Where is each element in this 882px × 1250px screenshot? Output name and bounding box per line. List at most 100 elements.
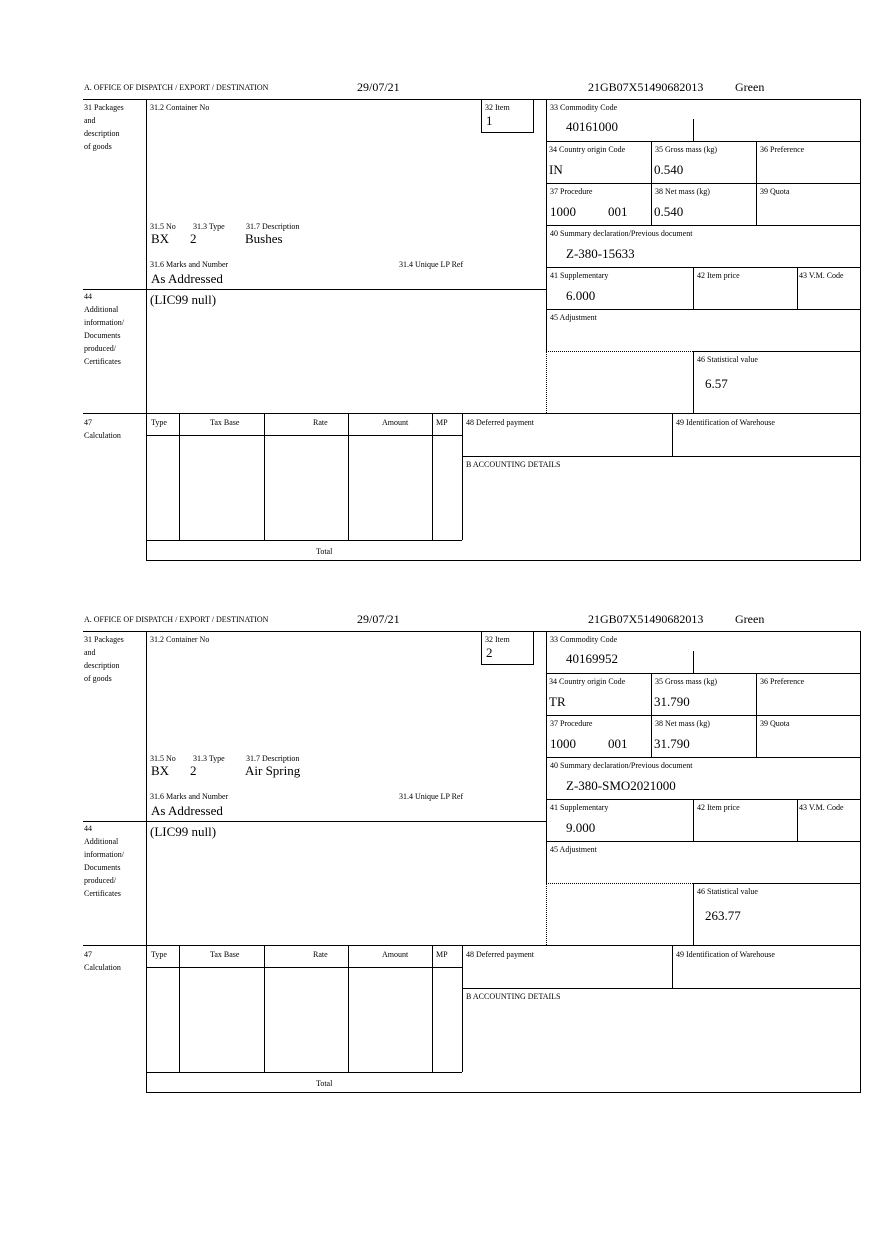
date: 29/07/21 bbox=[357, 80, 400, 94]
description-label: 31.7 Description bbox=[246, 222, 300, 231]
form-rule bbox=[693, 651, 694, 673]
item-price-label: 42 Item price bbox=[697, 803, 740, 812]
packages-label: description bbox=[84, 129, 120, 138]
total-label: Total bbox=[316, 1079, 333, 1088]
net-mass-label: 38 Net mass (kg) bbox=[655, 187, 710, 196]
unique-lp-label: 31.4 Unique LP Ref bbox=[399, 792, 464, 801]
form-rule bbox=[146, 435, 462, 436]
additional-info-label: Certificates bbox=[84, 889, 121, 898]
form-rule bbox=[693, 883, 860, 884]
form-rule bbox=[693, 799, 694, 841]
route-status: Green bbox=[735, 612, 765, 626]
additional-info-value: (LIC99 null) bbox=[150, 824, 217, 839]
form-rule bbox=[756, 673, 757, 757]
item-price-label: 42 Item price bbox=[697, 271, 740, 280]
form-rule bbox=[146, 1072, 462, 1073]
form-rule bbox=[146, 560, 861, 561]
procedure-code: 1000 bbox=[550, 204, 576, 219]
marks-value: As Addressed bbox=[151, 271, 223, 286]
declaration-reference: 21GB07X51490682013 bbox=[588, 80, 704, 94]
form-rule bbox=[546, 351, 693, 352]
form-rule bbox=[432, 945, 433, 1072]
form-rule bbox=[693, 883, 694, 945]
form-rule bbox=[693, 267, 694, 309]
net-mass: 31.790 bbox=[654, 736, 690, 751]
calc-column-header: Rate bbox=[313, 418, 328, 427]
supplementary-value: 6.000 bbox=[566, 288, 596, 303]
additional-info-label: produced/ bbox=[84, 876, 116, 885]
form-rule bbox=[651, 141, 652, 225]
form-rule bbox=[546, 883, 547, 945]
statistical-value: 263.77 bbox=[705, 908, 741, 923]
form-rule bbox=[462, 945, 463, 1072]
adjustment-label: 45 Adjustment bbox=[550, 313, 597, 322]
procedure-extra: 001 bbox=[608, 204, 628, 219]
procedure-extra: 001 bbox=[608, 736, 628, 751]
quota-label: 39 Quota bbox=[760, 719, 790, 728]
form-rule bbox=[146, 99, 147, 561]
form-rule bbox=[83, 99, 861, 100]
summary-declaration: Z-380-SMO2021000 bbox=[566, 778, 676, 793]
form-rule bbox=[546, 715, 860, 716]
form-rule bbox=[83, 413, 861, 414]
warehouse-label: 49 Identification of Warehouse bbox=[676, 950, 775, 959]
container-no-label: 31.2 Container No bbox=[150, 635, 210, 644]
procedure-label: 37 Procedure bbox=[550, 719, 593, 728]
form-rule bbox=[546, 267, 860, 268]
item-number-box bbox=[481, 631, 534, 665]
date: 29/07/21 bbox=[357, 612, 400, 626]
no-label: 31.5 No bbox=[150, 754, 176, 763]
marks-label: 31.6 Marks and Number bbox=[150, 792, 229, 801]
form-rule bbox=[83, 289, 546, 290]
gross-mass-label: 35 Gross mass (kg) bbox=[655, 677, 717, 686]
form-rule bbox=[179, 945, 180, 1072]
package-count: 2 bbox=[190, 763, 197, 778]
goods-description: Bushes bbox=[245, 231, 283, 246]
packages-label: description bbox=[84, 661, 120, 670]
quota-label: 39 Quota bbox=[760, 187, 790, 196]
form-rule bbox=[860, 99, 861, 561]
form-rule bbox=[146, 631, 147, 1093]
preference-label: 36 Preference bbox=[760, 145, 805, 154]
form-rule bbox=[264, 413, 265, 540]
form-rule bbox=[546, 225, 860, 226]
package-kind: BX bbox=[151, 763, 170, 778]
vm-code-label: 43 V.M. Code bbox=[799, 271, 844, 280]
additional-info-label: 44 bbox=[84, 824, 92, 833]
additional-info-label: Certificates bbox=[84, 357, 121, 366]
form-rule bbox=[546, 309, 860, 310]
packages-label: and bbox=[84, 116, 96, 125]
calc-column-header: Type bbox=[151, 950, 167, 959]
additional-info-label: Documents bbox=[84, 863, 121, 872]
item-block-2: A. OFFICE OF DISPATCH / EXPORT / DESTINA… bbox=[0, 532, 882, 1093]
packages-label: of goods bbox=[84, 142, 112, 151]
type-label: 31.3 Type bbox=[193, 754, 225, 763]
calc-column-header: Tax Base bbox=[210, 950, 240, 959]
calc-column-header: Amount bbox=[382, 950, 409, 959]
commodity-code: 40161000 bbox=[566, 119, 618, 134]
statistical-value-label: 46 Statistical value bbox=[697, 355, 758, 364]
country-origin: TR bbox=[549, 694, 566, 709]
item-block-1: A. OFFICE OF DISPATCH / EXPORT / DESTINA… bbox=[0, 0, 882, 561]
preference-label: 36 Preference bbox=[760, 677, 805, 686]
description-label: 31.7 Description bbox=[246, 754, 300, 763]
form-rule bbox=[264, 945, 265, 1072]
commodity-code-label: 33 Commodity Code bbox=[550, 635, 618, 644]
package-kind: BX bbox=[151, 231, 170, 246]
warehouse-label: 49 Identification of Warehouse bbox=[676, 418, 775, 427]
net-mass: 0.540 bbox=[654, 204, 684, 219]
form-rule bbox=[546, 183, 860, 184]
container-no-label: 31.2 Container No bbox=[150, 103, 210, 112]
summary-declaration: Z-380-15633 bbox=[566, 246, 635, 261]
procedure-label: 37 Procedure bbox=[550, 187, 593, 196]
package-count: 2 bbox=[190, 231, 197, 246]
gross-mass: 31.790 bbox=[654, 694, 690, 709]
additional-info-label: produced/ bbox=[84, 344, 116, 353]
item-label: 32 Item bbox=[485, 635, 510, 644]
form-rule bbox=[651, 673, 652, 757]
additional-info-value: (LIC99 null) bbox=[150, 292, 217, 307]
calculation-label: Calculation bbox=[84, 963, 121, 972]
calculation-label: Calculation bbox=[84, 431, 121, 440]
item-number-box bbox=[481, 99, 534, 133]
net-mass-label: 38 Net mass (kg) bbox=[655, 719, 710, 728]
